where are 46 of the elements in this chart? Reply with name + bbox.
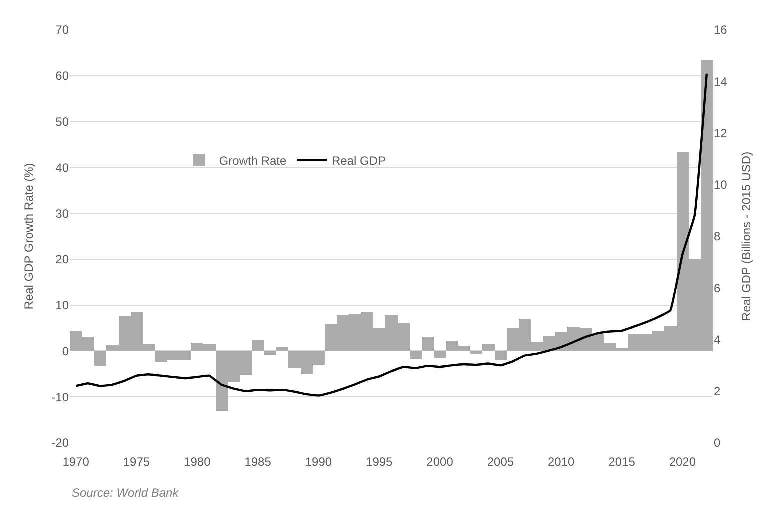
x-tick-label: 1975 [123, 455, 150, 469]
y2-tick-label: 4 [714, 332, 721, 347]
y-tick-label: 50 [56, 114, 70, 129]
bar [495, 351, 507, 360]
bar [422, 337, 434, 351]
x-tick-label: 2000 [426, 455, 454, 469]
legend-label: Real GDP [332, 154, 386, 168]
bar [470, 351, 482, 354]
y-tick-label: -10 [52, 390, 70, 404]
x-tick-label: 1970 [62, 455, 90, 469]
x-tick-label: 2015 [608, 455, 636, 469]
bar [264, 351, 276, 355]
bar [482, 344, 495, 351]
source-note: Source: World Bank [72, 486, 180, 500]
bar [94, 351, 106, 366]
bar [434, 351, 446, 358]
legend-label: Growth Rate [219, 154, 287, 168]
x-tick-label: 2020 [669, 455, 696, 469]
x-tick-label: 1995 [366, 455, 394, 469]
y-tick-label: 20 [56, 252, 70, 267]
y-tick-label: -20 [52, 436, 70, 450]
bar [276, 347, 288, 351]
y2-tick-label: 14 [714, 74, 728, 89]
y-tick-label: 40 [56, 160, 70, 175]
y2-tick-label: 0 [714, 436, 721, 450]
x-tick-label: 2005 [487, 455, 514, 469]
y2-tick-label: 16 [714, 23, 728, 38]
y-tick-label: 30 [56, 206, 70, 221]
bar [252, 340, 264, 351]
y2-tick-label: 10 [714, 178, 728, 192]
bar [410, 351, 422, 359]
y2-tick-label: 2 [714, 384, 721, 399]
y2-tick-label: 12 [714, 126, 728, 140]
x-tick-label: 1980 [184, 455, 212, 469]
y2-tick-label: 6 [714, 281, 721, 296]
y-tick-label: 0 [62, 344, 70, 358]
y2-tick-label: 8 [714, 230, 721, 244]
y-tick-label: 60 [56, 69, 70, 84]
x-tick-label: 2010 [548, 455, 576, 469]
y-axis-title: Real GDP Growth Rate (%) [22, 163, 36, 310]
y-tick-label: 10 [56, 298, 70, 313]
line-series [74, 72, 708, 397]
y2-axis-title: Real GDP (Billions - 2015 USD) [740, 152, 754, 322]
x-tick-label: 1990 [305, 455, 332, 469]
y-tick-label: 70 [56, 23, 70, 38]
x-tick-label: 1985 [244, 455, 272, 469]
